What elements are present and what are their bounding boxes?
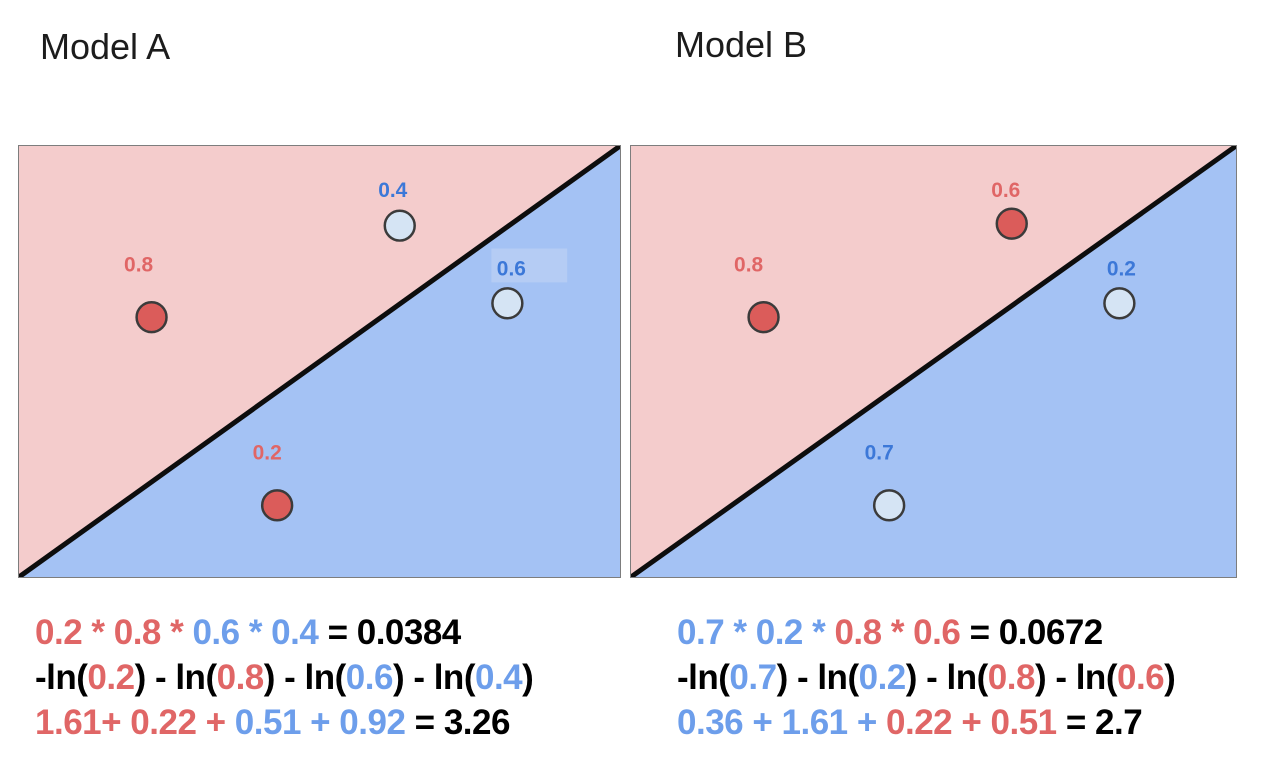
point-a-red-08-marker <box>135 301 168 334</box>
equation-segment: 0.2 * 0.8 * <box>35 613 193 652</box>
equation-line: 0.2 * 0.8 * 0.6 * 0.4 = 0.0384 <box>35 610 533 655</box>
point-b-red-06-label: 0.6 <box>991 179 1020 202</box>
equation-segment: = 0.0672 <box>969 613 1104 652</box>
point-b-red-06-marker <box>995 207 1028 240</box>
point-a-red-02-label: 0.2 <box>253 442 282 465</box>
equation-segment: 0.6 <box>345 658 394 697</box>
equation-segment: = 2.7 <box>1065 703 1143 742</box>
point-b-blue-02-marker <box>1103 287 1136 320</box>
point-a-blue-06-label: 0.6 <box>497 257 526 280</box>
model-a-plot-canvas: 0.4 0.8 0.6 0.2 <box>19 146 620 577</box>
equation-segment: ) - ln( <box>263 658 347 697</box>
point-a-blue-04-marker <box>383 209 416 242</box>
point-b-red-08-marker <box>747 301 780 334</box>
equation-segment: = 3.26 <box>414 703 511 742</box>
equation-segment: -ln( <box>35 658 88 697</box>
equation-segment: 0.8 * 0.6 <box>834 613 970 652</box>
model-b-title: Model B <box>675 24 808 65</box>
equation-segment: 1.61+ 0.22 + <box>35 703 235 742</box>
equation-segment: 0.22 + 0.51 <box>886 703 1066 742</box>
equation-segment: 0.6 * 0.4 <box>192 613 328 652</box>
model-b-decision-plot: 0.6 0.8 0.2 0.7 <box>630 145 1237 578</box>
equation-segment: ) - ln( <box>905 658 989 697</box>
equation-segment: 0.2 <box>858 658 907 697</box>
equation-segment: ) <box>1164 658 1176 697</box>
point-b-blue-07-marker <box>872 489 906 522</box>
equation-segment: 0.6 <box>1116 658 1165 697</box>
point-a-red-02-marker <box>260 489 294 522</box>
point-a-blue-06-label-highlight <box>491 248 568 283</box>
equation-segment: 0.4 <box>474 658 523 697</box>
equation-line: -ln(0.7) - ln(0.2) - ln(0.8) - ln(0.6) <box>677 655 1176 700</box>
equation-segment: 0.8 <box>987 658 1036 697</box>
point-a-blue-04-label: 0.4 <box>378 179 407 202</box>
model-a-equations: 0.2 * 0.8 * 0.6 * 0.4 = 0.0384 -ln(0.2) -… <box>35 610 534 745</box>
equation-segment: ) <box>522 658 534 697</box>
equation-segment: -ln( <box>677 658 730 697</box>
equation-segment: = 0.0384 <box>327 613 462 652</box>
equation-segment: ) - ln( <box>776 658 860 697</box>
equation-line: 0.36 + 1.61 + 0.22 + 0.51 = 2.7 <box>677 700 1175 745</box>
equation-segment: 0.7 <box>729 658 777 697</box>
equation-line: -ln(0.2) - ln(0.8) - ln(0.6) - ln(0.4) <box>35 655 534 700</box>
equation-segment: 0.51 + 0.92 <box>234 703 415 742</box>
equation-segment: 0.7 * 0.2 * <box>677 613 835 652</box>
point-b-blue-07-label: 0.7 <box>865 442 894 465</box>
equation-segment: ) - ln( <box>392 658 476 697</box>
point-b-red-08-label: 0.8 <box>734 253 763 276</box>
equation-segment: ) - ln( <box>134 658 218 697</box>
equation-segment: ) - ln( <box>1034 658 1118 697</box>
model-b-equations: 0.7 * 0.2 * 0.8 * 0.6 = 0.0672 -ln(0.7) -… <box>677 610 1176 745</box>
decision-boundary-line <box>631 146 1236 577</box>
equation-line: 1.61+ 0.22 + 0.51 + 0.92 = 3.26 <box>35 700 533 745</box>
model-b-plot-canvas: 0.6 0.8 0.2 0.7 <box>631 146 1236 577</box>
equation-line: 0.7 * 0.2 * 0.8 * 0.6 = 0.0672 <box>677 610 1175 655</box>
equation-segment: 0.2 <box>87 658 135 697</box>
model-a-decision-plot: 0.4 0.8 0.6 0.2 <box>18 145 621 578</box>
model-a-title: Model A <box>40 26 171 67</box>
point-a-red-08-label: 0.8 <box>124 253 153 276</box>
decision-boundary-line <box>19 146 620 577</box>
equation-segment: 0.36 + 1.61 + <box>677 703 887 742</box>
point-b-blue-02-label: 0.2 <box>1107 257 1136 280</box>
point-a-blue-06-marker <box>491 287 524 320</box>
equation-segment: 0.8 <box>216 658 265 697</box>
